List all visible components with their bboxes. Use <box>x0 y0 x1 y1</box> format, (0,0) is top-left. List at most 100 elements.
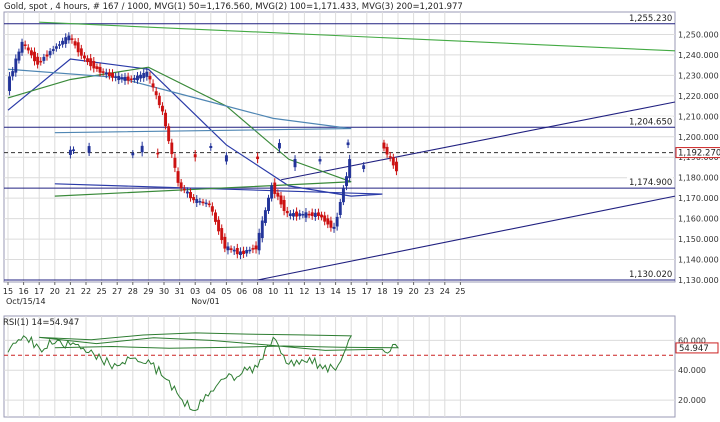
time-tick-label: 18 <box>377 287 387 296</box>
candle-body <box>313 212 317 217</box>
candle-body <box>17 51 21 61</box>
time-tick-label: 29 <box>143 287 153 296</box>
time-tick-label: 25 <box>97 287 107 296</box>
candle-body <box>48 51 52 56</box>
candle-body <box>388 156 392 158</box>
candle-body <box>207 203 211 206</box>
candle-body <box>214 212 217 222</box>
moving-average-line <box>7 68 352 134</box>
candle-body <box>182 188 186 191</box>
candlesticks <box>8 32 398 260</box>
candle-body <box>29 50 33 56</box>
trendline-green-resistance <box>39 21 676 52</box>
candle-body <box>189 191 192 199</box>
candle-body <box>67 35 71 41</box>
rsi-panel-frame <box>3 315 676 418</box>
candle-body <box>148 76 152 80</box>
candle-body <box>79 48 83 56</box>
candle-body <box>292 213 295 217</box>
candle-body <box>270 185 274 199</box>
candle-body <box>229 248 233 250</box>
candle-body <box>304 212 308 218</box>
time-tick-label: 17 <box>34 287 44 296</box>
level-tag <box>627 12 673 23</box>
candle-body <box>267 197 270 211</box>
candle-body <box>282 199 286 211</box>
candle-body <box>95 66 99 69</box>
candle-body <box>198 201 202 203</box>
rsi-current-value: 54.947 <box>679 344 709 354</box>
time-tick-label: 20 <box>50 287 60 296</box>
candle-body <box>170 142 174 155</box>
candle-body <box>382 142 386 149</box>
time-tick-label: 28 <box>128 287 138 296</box>
candle-body <box>132 77 136 80</box>
candle-body <box>348 159 352 179</box>
candle-body <box>76 42 80 53</box>
level-labels: 1,255.230 1,204.650 1,192.270 1,174.900 1,13… <box>627 12 720 280</box>
price-tick-label: 1,150.000 <box>678 235 719 244</box>
moving-average-line <box>7 58 383 197</box>
level-tag <box>627 177 673 188</box>
candle-body <box>8 76 12 91</box>
candle-body <box>61 40 65 45</box>
rsi-tick-label: 60.000 <box>678 336 706 345</box>
candle-body <box>139 74 143 79</box>
time-tick-label: 14 <box>331 287 341 296</box>
candle-body <box>111 72 114 78</box>
candle-body <box>151 83 155 88</box>
candle-body <box>320 214 324 218</box>
price-tick-label: 1,230.000 <box>678 71 719 80</box>
rsi-title: RSI(1) 14=54.947 <box>3 318 79 328</box>
time-tick-label: 21 <box>65 287 75 296</box>
time-tick-label: 22 <box>81 287 91 296</box>
candle-body <box>277 142 281 149</box>
time-tick-label: 04 <box>206 287 216 296</box>
level-label: 1,255.230 <box>629 14 672 24</box>
candle-body <box>70 38 74 40</box>
price-tick-label: 1,160.000 <box>678 215 719 224</box>
candle-body <box>316 212 320 217</box>
price-tick-label: 1,180.000 <box>678 174 719 183</box>
candle-body <box>167 126 171 142</box>
price-tick-label: 1,140.000 <box>678 256 719 265</box>
candle-body <box>107 72 111 77</box>
candle-body <box>293 158 297 168</box>
time-tick-label: 30 <box>159 287 169 296</box>
candle-body <box>123 76 127 81</box>
candle-body <box>120 77 124 80</box>
time-tick-label: 27 <box>112 287 122 296</box>
price-tick-label: 1,130.000 <box>678 276 719 285</box>
candle-body <box>129 78 133 80</box>
candle-body <box>142 72 146 79</box>
candle-body <box>257 232 261 251</box>
candle-body <box>318 159 322 162</box>
time-tick-label: 19 <box>393 287 403 296</box>
candle-body <box>204 202 208 205</box>
candle-body <box>11 71 15 77</box>
candle-body <box>126 76 130 81</box>
candle-body <box>242 250 246 255</box>
candle-body <box>179 182 183 189</box>
date-label: Oct/15/14 <box>6 297 46 306</box>
level-tag <box>627 116 673 127</box>
candle-body <box>87 146 91 153</box>
candle-body <box>210 206 214 212</box>
candle-body <box>226 246 230 251</box>
candle-body <box>295 211 299 217</box>
candle-body <box>248 249 252 252</box>
candle-body <box>173 157 177 168</box>
candle-body <box>92 61 96 69</box>
candle-body <box>201 201 205 204</box>
candle-body <box>140 145 144 153</box>
candle-body <box>68 149 72 155</box>
time-tick-label: 17 <box>362 287 372 296</box>
time-tick-label: 06 <box>237 287 247 296</box>
candle-body <box>341 188 345 203</box>
candle-body <box>58 44 61 46</box>
candle-body <box>394 161 398 172</box>
price-tick-label: 1,170.000 <box>678 194 719 203</box>
candle-body <box>154 91 158 96</box>
level-label: 1,204.650 <box>629 117 672 127</box>
